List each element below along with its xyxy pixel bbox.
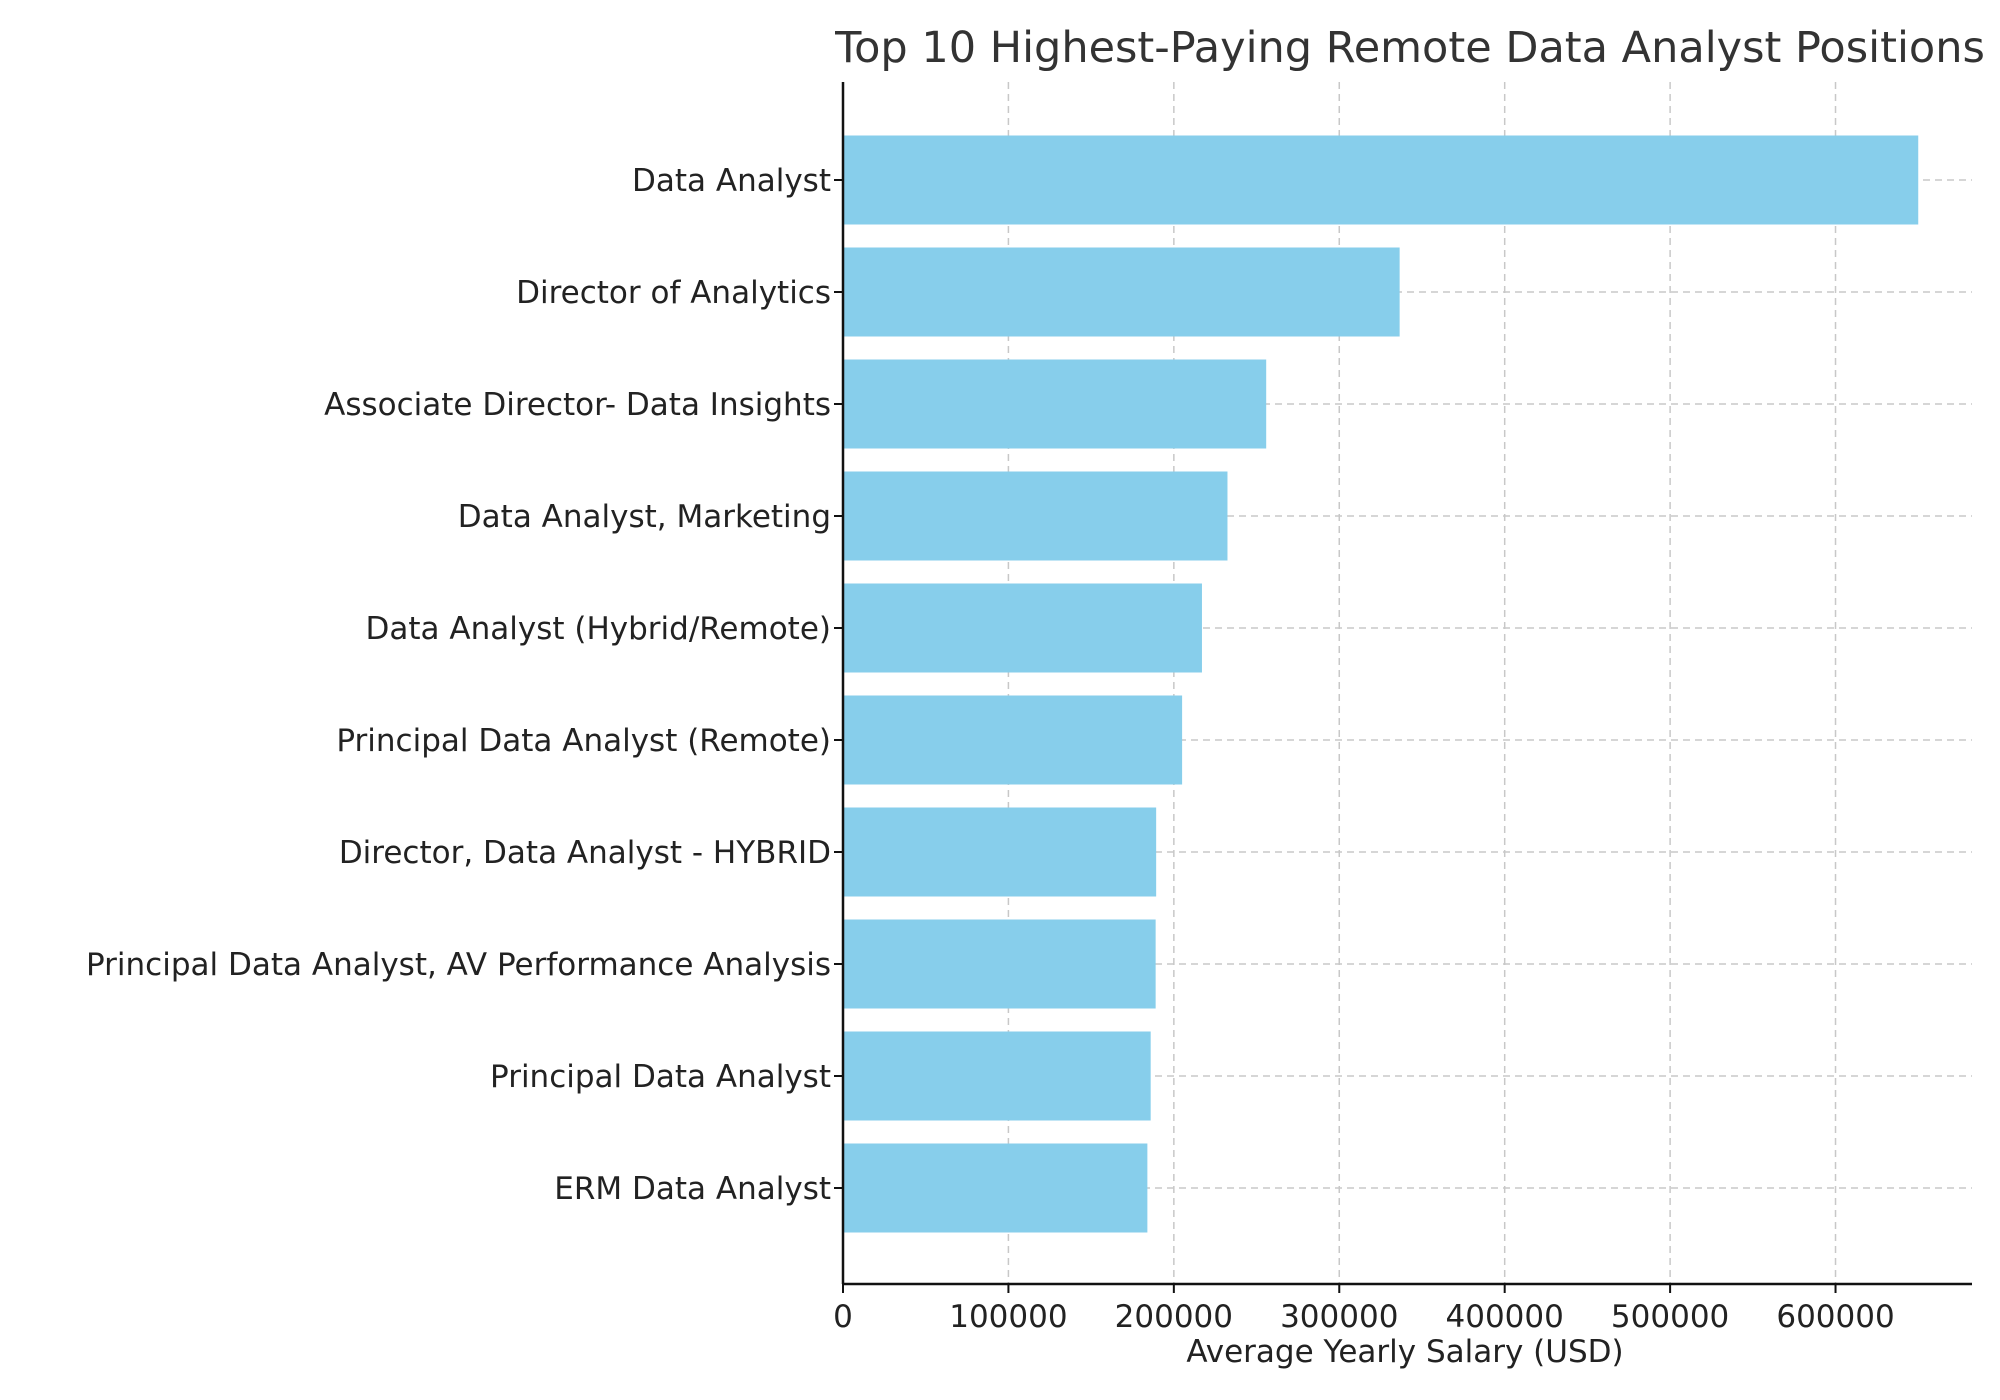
y-tick-label: Director, Data Analyst - HYBRID [339,835,831,871]
y-tick-label: Data Analyst [632,163,831,199]
x-tick-label: 100000 [949,1299,1067,1335]
bar [843,583,1202,673]
y-tick-label: ERM Data Analyst [554,1171,831,1207]
x-tick-labels: 0 100000 200000 300000 400000 500000 600000 [833,1299,1895,1335]
bar [843,919,1156,1009]
bar [843,695,1183,785]
y-tick-label: Principal Data Analyst [490,1059,831,1095]
bar [843,247,1400,337]
chart-title: Top 10 Highest-Paying Remote Data Analys… [834,23,1985,73]
bar [843,807,1157,897]
y-tick-label: Data Analyst, Marketing [458,499,831,535]
y-tick-labels: Data Analyst Director of Analytics Associa… [86,163,831,1207]
y-tick-label: Director of Analytics [516,275,831,311]
bar [843,1031,1151,1121]
x-tick-label: 0 [833,1299,853,1335]
x-axis-label: Average Yearly Salary (USD) [1186,1334,1623,1370]
bar [843,359,1267,449]
y-tick-label: Associate Director- Data Insights [324,387,831,423]
y-tick-label: Principal Data Analyst (Remote) [336,723,831,759]
y-tick-label: Principal Data Analyst, AV Performance A… [86,947,831,983]
x-tick-label: 300000 [1280,1299,1398,1335]
bars [843,135,1919,1233]
bar [843,471,1228,561]
x-tick-label: 500000 [1611,1299,1729,1335]
axes [834,82,1972,1293]
x-tick-label: 400000 [1446,1299,1564,1335]
bar [843,1143,1148,1233]
y-tick-label: Data Analyst (Hybrid/Remote) [366,611,831,647]
bar [843,135,1919,225]
x-tick-label: 200000 [1115,1299,1233,1335]
x-tick-label: 600000 [1776,1299,1894,1335]
